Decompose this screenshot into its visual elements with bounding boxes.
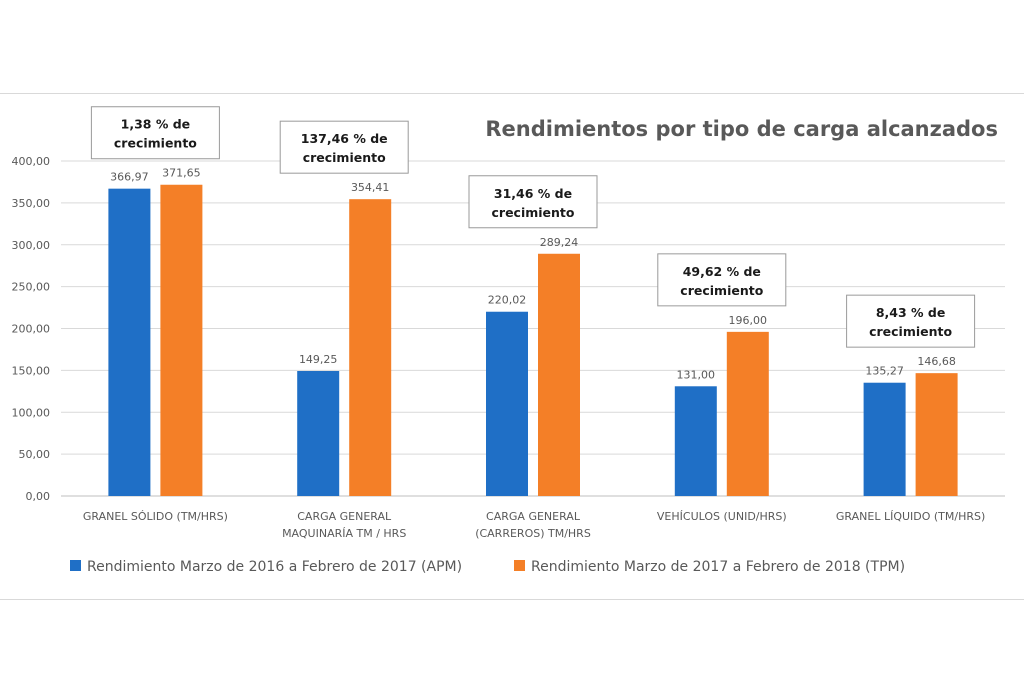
category-label: CARGA GENERAL (486, 510, 581, 523)
bar-tpm (160, 184, 203, 496)
category-label: GRANEL LÍQUIDO (TM/HRS) (836, 510, 985, 523)
growth-annotation-text: 137,46 % de (301, 131, 388, 146)
growth-annotation-box (468, 175, 598, 229)
growth-annotation-box (90, 106, 220, 160)
bar-tpm (538, 253, 580, 496)
legend-label: Rendimiento Marzo de 2017 a Febrero de 2… (531, 559, 905, 575)
y-tick-label: 200,00 (12, 323, 51, 336)
data-label: 354,41 (351, 181, 390, 194)
y-tick-label: 150,00 (12, 364, 51, 377)
data-label: 220,02 (488, 294, 527, 307)
growth-annotation-text: 49,62 % de (683, 264, 761, 279)
bar-apm (863, 382, 906, 496)
y-tick-label: 250,00 (12, 281, 51, 294)
growth-annotation-box (279, 120, 409, 174)
data-label: 131,00 (677, 368, 716, 381)
bar-apm (297, 371, 340, 496)
category-label: VEHÍCULOS (UNID/HRS) (657, 510, 787, 523)
growth-annotation-text: crecimiento (680, 283, 763, 298)
legend-swatch (514, 560, 525, 571)
growth-annotation-box (657, 253, 787, 307)
legend-label: Rendimiento Marzo de 2016 a Febrero de 2… (87, 559, 462, 575)
bar-apm (486, 311, 528, 496)
bar-tpm (726, 331, 769, 496)
data-label: 289,24 (540, 236, 579, 249)
bar-apm (108, 188, 151, 496)
category-label: GRANEL SÓLIDO (TM/HRS) (83, 510, 228, 523)
growth-annotation-text: crecimiento (303, 150, 386, 165)
data-label: 366,97 (110, 171, 149, 184)
growth-annotation-text: crecimiento (869, 324, 952, 339)
chart-title: Rendimientos por tipo de carga alcanzado… (485, 117, 998, 141)
y-tick-label: 400,00 (12, 155, 51, 168)
data-label: 149,25 (299, 353, 338, 366)
growth-annotation-text: 8,43 % de (876, 305, 946, 320)
y-tick-label: 50,00 (19, 448, 51, 461)
y-tick-label: 0,00 (26, 490, 51, 503)
bar-apm (674, 386, 717, 496)
y-tick-label: 100,00 (12, 406, 51, 419)
data-label: 146,68 (917, 355, 956, 368)
category-label: (CARREROS) TM/HRS (475, 527, 591, 540)
chart-frame: Rendimientos por tipo de carga alcanzado… (0, 93, 1024, 600)
legend-swatch (70, 560, 81, 571)
bar-tpm (915, 373, 958, 496)
category-label: MAQUINARÍA TM / HRS (282, 527, 406, 540)
growth-annotation-box (846, 294, 976, 348)
growth-annotation-text: crecimiento (114, 136, 197, 151)
growth-annotation-text: crecimiento (492, 205, 575, 220)
data-label: 135,27 (865, 365, 904, 378)
category-label: CARGA GENERAL (297, 510, 392, 523)
data-label: 371,65 (162, 167, 201, 180)
growth-annotation-text: 31,46 % de (494, 186, 572, 201)
y-tick-label: 300,00 (12, 239, 51, 252)
bar-tpm (349, 199, 392, 496)
growth-annotation-text: 1,38 % de (121, 117, 191, 132)
bar-chart: Rendimientos por tipo de carga alcanzado… (12, 106, 1005, 575)
y-tick-label: 350,00 (12, 197, 51, 210)
data-label: 196,00 (729, 314, 768, 327)
